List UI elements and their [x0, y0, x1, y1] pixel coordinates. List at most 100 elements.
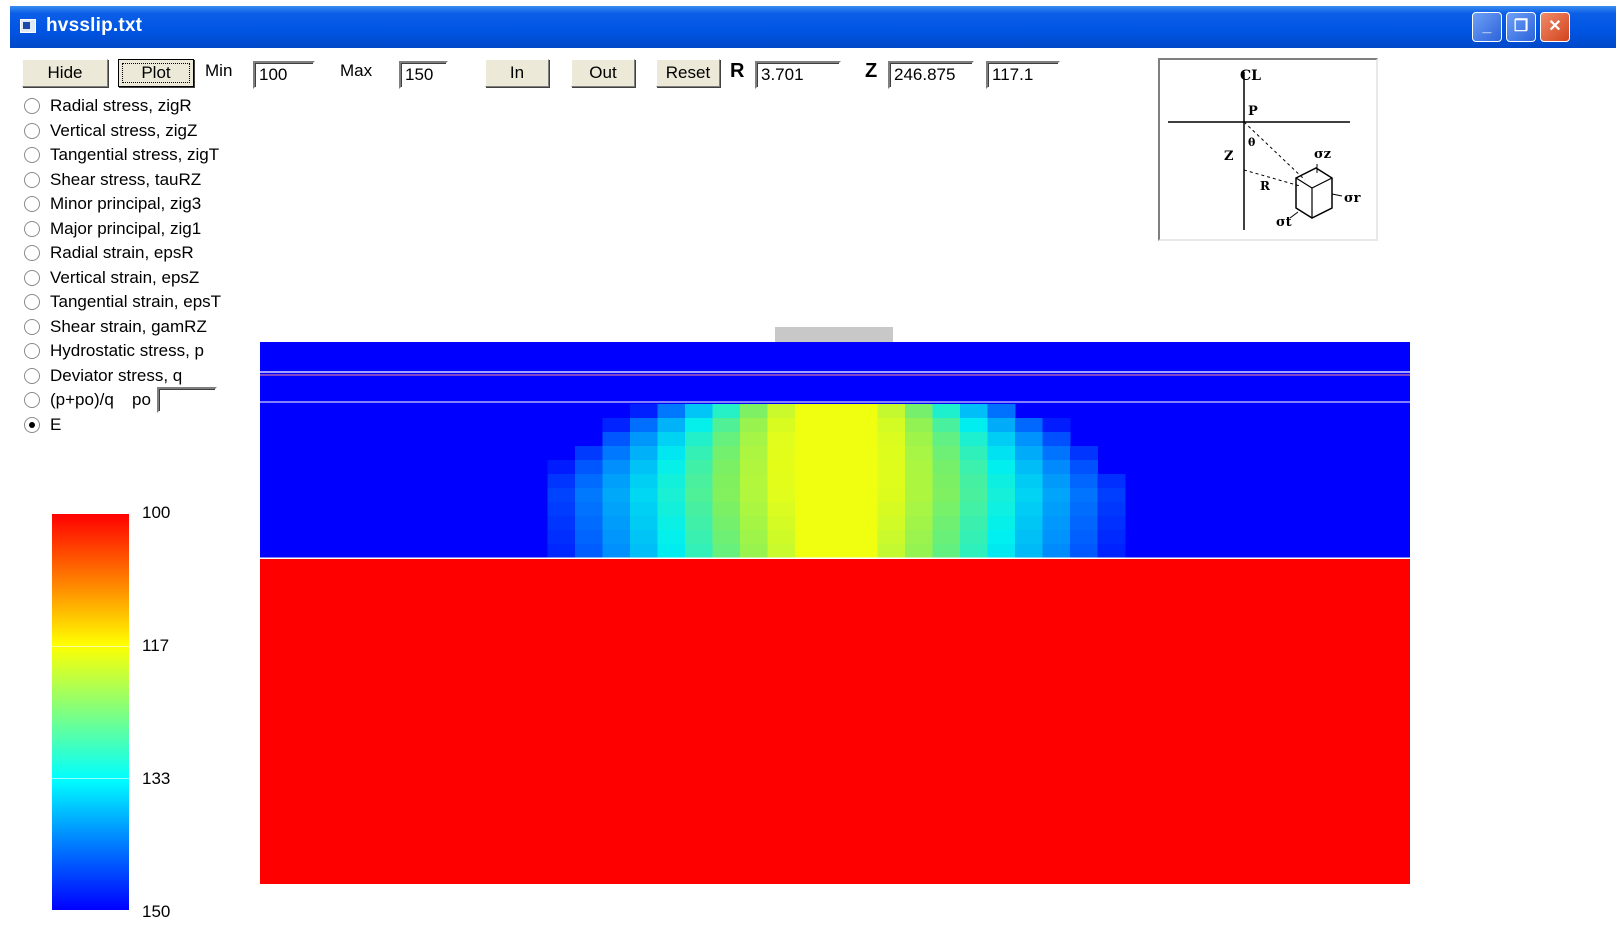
- radio-button[interactable]: [24, 122, 40, 139]
- heatmap-cell: [1097, 516, 1126, 531]
- heatmap-cell: [1042, 502, 1071, 517]
- heatmap-cell: [1070, 530, 1098, 545]
- heatmap-cell: [987, 446, 1016, 461]
- heatmap-cell: [1042, 460, 1071, 475]
- heatmap-cell: [740, 474, 768, 489]
- radio-button[interactable]: [24, 392, 40, 408]
- po-input[interactable]: [157, 387, 217, 413]
- zoom-in-button[interactable]: In: [485, 59, 549, 87]
- heatmap-cell: [630, 516, 658, 531]
- heatmap-cell: [1042, 474, 1071, 489]
- heatmap-cell: [850, 474, 878, 489]
- heatmap-cell: [795, 446, 823, 461]
- heatmap-cell: [932, 404, 961, 419]
- modulus-contour-plot[interactable]: [260, 342, 1410, 884]
- heatmap-cell: [767, 432, 796, 447]
- heatmap-cell: [1015, 502, 1043, 517]
- heatmap-cell: [795, 460, 823, 475]
- r-input[interactable]: 3.701: [755, 61, 841, 89]
- heatmap-cell: [685, 488, 713, 503]
- heatmap-cell: [712, 516, 741, 531]
- radio-button[interactable]: [24, 245, 40, 261]
- heatmap-cell: [795, 544, 823, 559]
- heatmap-cell: [767, 446, 796, 461]
- hide-button[interactable]: Hide: [22, 59, 108, 87]
- radio-button[interactable]: [24, 367, 40, 384]
- heatmap-cell: [850, 446, 878, 461]
- heatmap-cell: [657, 404, 686, 419]
- heatmap-cell: [602, 530, 631, 545]
- radio-button[interactable]: [24, 98, 40, 114]
- close-button[interactable]: ✕: [1540, 12, 1570, 42]
- heatmap-cell: [602, 446, 631, 461]
- radio-button[interactable]: [24, 220, 40, 237]
- heatmap-cell: [850, 488, 878, 503]
- heatmap-cell: [712, 544, 741, 559]
- heatmap-cell: [1015, 418, 1043, 433]
- heatmap-cell: [987, 418, 1016, 433]
- p-label: P: [1248, 104, 1258, 119]
- heatmap-cell: [740, 516, 768, 531]
- heatmap-cell: [740, 488, 768, 503]
- restore-button[interactable]: ❐: [1506, 12, 1536, 42]
- radio-button[interactable]: [24, 147, 40, 163]
- z-input[interactable]: 246.875: [888, 61, 974, 89]
- heatmap-cell: [575, 474, 603, 489]
- heatmap-cell: [905, 516, 933, 531]
- radio-button[interactable]: [24, 318, 40, 335]
- heatmap-cell: [767, 502, 796, 517]
- heatmap-cell: [905, 488, 933, 503]
- heatmap-cell: [850, 502, 878, 517]
- heatmap-cell: [905, 544, 933, 559]
- heatmap-cell: [1015, 544, 1043, 559]
- heatmap-cell: [767, 544, 796, 559]
- load-pad: [775, 327, 893, 342]
- plot-button[interactable]: Plot: [118, 59, 194, 87]
- heatmap-cell: [630, 488, 658, 503]
- value-readout: 117.1: [986, 61, 1060, 89]
- cube-edge: [1295, 177, 1313, 189]
- min-input[interactable]: 100: [253, 61, 315, 89]
- heatmap-cell: [1015, 432, 1043, 447]
- heatmap-cell: [960, 418, 988, 433]
- heatmap-cell: [822, 432, 851, 447]
- heatmap-cell: [932, 488, 961, 503]
- heatmap-cell: [905, 474, 933, 489]
- heatmap-cell: [1097, 502, 1126, 517]
- heatmap-cell: [1070, 516, 1098, 531]
- heatmap-cell: [1015, 516, 1043, 531]
- heatmap-cell: [547, 474, 576, 489]
- sigma-z-label: σz: [1314, 147, 1331, 162]
- heatmap-cells: [547, 404, 1126, 559]
- heatmap-cell: [932, 516, 961, 531]
- r-distance-label: R: [1260, 179, 1271, 193]
- heatmap-cell: [1070, 446, 1098, 461]
- heatmap-cell: [630, 530, 658, 545]
- radio-button[interactable]: [24, 294, 40, 310]
- reset-button[interactable]: Reset: [656, 59, 720, 87]
- theta-label: θ: [1248, 136, 1255, 149]
- max-input[interactable]: 150: [399, 61, 448, 89]
- heatmap-cell: [575, 460, 603, 475]
- heatmap-cell: [960, 516, 988, 531]
- radio-button[interactable]: [24, 416, 40, 433]
- heatmap-cell: [1015, 474, 1043, 489]
- radio-button[interactable]: [24, 171, 40, 188]
- heatmap-cell: [575, 516, 603, 531]
- heatmap-cell: [1042, 530, 1071, 545]
- heatmap-cell: [685, 474, 713, 489]
- stress-reference-diagram: CL P Z θ R σz σr σt: [1158, 58, 1378, 241]
- option-label: Major principal, zig1: [50, 218, 202, 238]
- title-bar[interactable]: hvsslip.txt _ ❐ ✕: [10, 6, 1616, 48]
- stress-element-icon: [1295, 167, 1333, 219]
- radio-button[interactable]: [24, 196, 40, 212]
- heatmap-cell: [850, 530, 878, 545]
- radio-button[interactable]: [24, 343, 40, 359]
- heatmap-cell: [685, 530, 713, 545]
- heatmap-cell: [657, 418, 686, 433]
- heatmap-cell: [905, 432, 933, 447]
- minimize-button[interactable]: _: [1472, 12, 1502, 42]
- radio-button[interactable]: [24, 269, 40, 286]
- heatmap-cell: [1097, 530, 1126, 545]
- zoom-out-button[interactable]: Out: [571, 59, 635, 87]
